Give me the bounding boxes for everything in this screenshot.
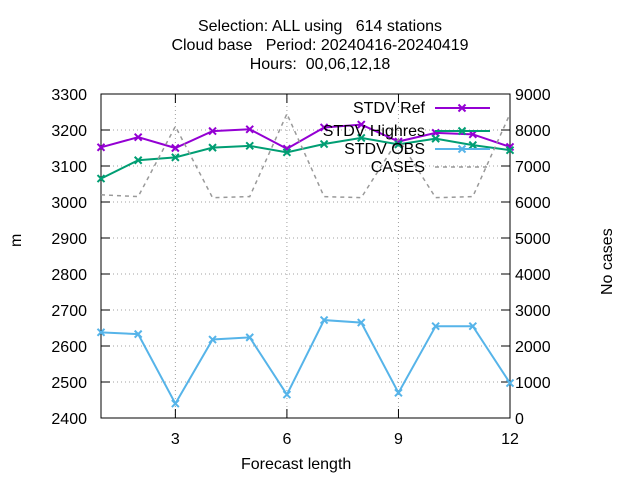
series-point-0: [171, 143, 180, 153]
series-point-0: [357, 120, 366, 129]
series-line-1: [100, 136, 511, 180]
series-point-0: [208, 126, 217, 136]
y2-tick-label: 7000: [515, 159, 551, 176]
series-point-1: [505, 145, 515, 155]
series-point-1: [282, 148, 292, 157]
series-point-0: [96, 143, 106, 152]
series-point-1: [431, 134, 440, 143]
title-line-1: Selection: ALL using 614 stations: [197, 18, 442, 35]
y-tick-label: 3300: [51, 87, 87, 104]
x-tick-label: 9: [394, 431, 403, 448]
y2-tick-label: 8000: [515, 123, 551, 140]
series-point-2: [171, 399, 180, 408]
series-point-1: [394, 140, 403, 149]
series-point-1: [319, 139, 329, 149]
legend-marker-1: [457, 126, 467, 136]
series-point-2: [319, 315, 329, 325]
series-line-3: [100, 111, 511, 199]
y2-tick-label: 4000: [515, 267, 551, 284]
y2-tick-label: 0: [515, 411, 524, 428]
y-tick-label: 2700: [51, 303, 87, 320]
series-point-1: [468, 140, 478, 150]
y2-tick-label: 2000: [515, 339, 551, 356]
y2-tick-label: 5000: [515, 231, 551, 248]
series-point-1: [171, 153, 180, 162]
y-tick-label: 3000: [51, 195, 87, 212]
legend-label-3: CASES: [371, 159, 425, 176]
series-point-2: [468, 321, 478, 331]
title-line-3: Hours: 00,06,12,18: [249, 56, 391, 73]
legend-marker-0: [457, 103, 467, 113]
series-point-2: [282, 390, 292, 399]
series-point-2: [133, 329, 143, 339]
series-point-2: [245, 333, 254, 342]
series-point-0: [245, 125, 254, 134]
y-tick-label: 3200: [51, 123, 87, 140]
series-point-2: [96, 328, 106, 337]
series-line-0: [100, 123, 511, 150]
series-point-2: [505, 378, 515, 388]
y-tick-label: 2500: [51, 375, 87, 392]
legend-label-1: STDV Highres: [323, 123, 425, 140]
series-line-2: [100, 319, 511, 406]
series-point-1: [208, 143, 217, 152]
legend-label-2: STDV OBS: [344, 141, 425, 158]
y2-tick-label: 6000: [515, 195, 551, 212]
x-axis-label: Forecast length: [241, 456, 352, 473]
series-point-2: [394, 388, 403, 398]
x-tick-label: 6: [282, 431, 291, 448]
series-point-1: [96, 174, 106, 183]
y2-tick-label: 3000: [515, 303, 551, 320]
y2-tick-label: 9000: [515, 87, 551, 104]
y-tick-label: 2800: [51, 267, 87, 284]
y-tick-label: 2600: [51, 339, 87, 356]
title-line-2: Cloud base Period: 20240416-20240419: [171, 37, 469, 54]
series-point-1: [357, 133, 366, 143]
x-tick-label: 12: [501, 431, 519, 448]
y-tick-label: 2400: [51, 411, 87, 428]
y-tick-label: 2900: [51, 231, 87, 248]
y-axis-label: m: [8, 233, 25, 247]
series-point-1: [245, 141, 254, 151]
y2-axis-label: No cases: [599, 228, 616, 295]
plot-frame: [100, 93, 511, 419]
series-point-1: [133, 156, 143, 165]
series-point-2: [357, 318, 366, 327]
y-tick-label: 3100: [51, 159, 87, 176]
legend-marker-2: [457, 144, 467, 154]
series-point-2: [431, 321, 440, 331]
y2-tick-label: 1000: [515, 375, 551, 392]
series-point-0: [319, 123, 329, 132]
series-point-2: [208, 335, 217, 344]
x-tick-label: 3: [171, 431, 180, 448]
series-point-0: [133, 132, 143, 142]
legend-label-0: STDV Ref: [353, 100, 426, 117]
